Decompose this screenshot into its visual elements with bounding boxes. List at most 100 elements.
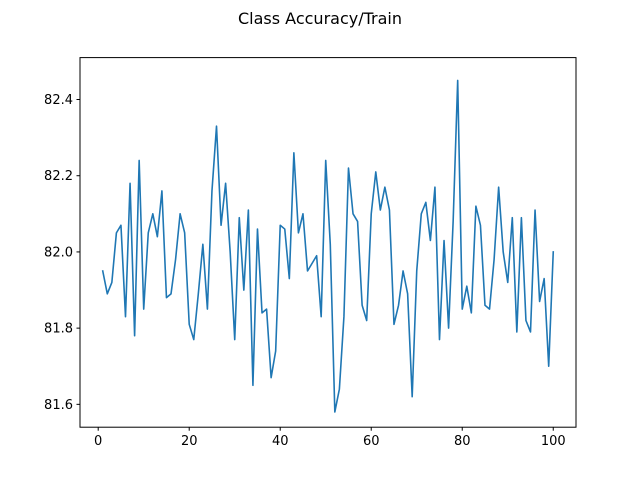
data-point (134, 335, 136, 337)
data-point (420, 213, 422, 215)
data-point (320, 316, 322, 318)
data-point (129, 183, 131, 185)
data-point (339, 388, 341, 390)
data-point (521, 217, 523, 219)
data-point (138, 160, 140, 162)
data-point (534, 209, 536, 211)
data-point (366, 320, 368, 322)
data-point (229, 251, 231, 253)
data-point (389, 209, 391, 211)
data-point (493, 259, 495, 261)
data-point (284, 228, 286, 230)
data-point (220, 224, 222, 226)
x-axis: 0 20 40 60 80 100 (94, 427, 566, 449)
data-point (384, 186, 386, 188)
data-point (116, 232, 118, 234)
data-point (361, 304, 363, 306)
data-point (143, 308, 145, 310)
data-point (293, 152, 295, 154)
data-point (261, 312, 263, 314)
data-point (193, 339, 195, 341)
series-line (101, 79, 555, 413)
data-point (316, 255, 318, 257)
data-point (184, 232, 186, 234)
data-point (102, 270, 104, 272)
data-point (270, 377, 272, 379)
data-point (411, 396, 413, 398)
data-point (393, 324, 395, 326)
data-point (302, 213, 304, 215)
x-tick-label: 20 (181, 434, 198, 449)
data-point (161, 190, 163, 192)
x-tick-label: 40 (272, 434, 289, 449)
data-point (398, 304, 400, 306)
x-tick-label: 100 (541, 434, 566, 449)
data-point (234, 339, 236, 341)
data-point (107, 293, 109, 295)
data-point (452, 221, 454, 223)
y-tick-label: 81.8 (44, 322, 73, 337)
chart-title: Class Accuracy/Train (238, 9, 402, 28)
data-point (298, 232, 300, 234)
data-point (179, 213, 181, 215)
data-point (147, 232, 149, 234)
data-point (511, 217, 513, 219)
axes-frame (79, 57, 577, 428)
data-point (311, 263, 313, 265)
data-point (475, 205, 477, 207)
plot-area: 0 20 40 60 80 100 81.6 81.8 82.0 82.2 82.4 (44, 57, 577, 449)
data-point (266, 308, 268, 310)
data-point (370, 213, 372, 215)
y-tick-label: 81.6 (44, 398, 73, 413)
data-point (111, 282, 113, 284)
data-point (516, 331, 518, 333)
data-point (480, 224, 482, 226)
data-point (502, 251, 504, 253)
data-point (530, 331, 532, 333)
data-point (352, 213, 354, 215)
data-point (307, 270, 309, 272)
data-point (402, 270, 404, 272)
data-point (334, 411, 336, 413)
data-point (166, 297, 168, 299)
data-point (416, 270, 418, 272)
data-point (466, 285, 468, 287)
data-point (471, 312, 473, 314)
data-point (329, 244, 331, 246)
data-point (543, 278, 545, 280)
data-point (257, 228, 259, 230)
data-point (120, 224, 122, 226)
data-point (552, 251, 554, 253)
data-point (430, 240, 432, 242)
data-point (211, 190, 213, 192)
data-point (248, 209, 250, 211)
x-tick-label: 0 (94, 434, 102, 449)
y-tick-label: 82.0 (44, 245, 73, 260)
data-point (216, 125, 218, 127)
data-point (434, 186, 436, 188)
data-point (238, 217, 240, 219)
x-tick-label: 80 (454, 434, 471, 449)
data-point (207, 308, 209, 310)
data-point (188, 324, 190, 326)
y-axis: 81.6 81.8 82.0 82.2 82.4 (44, 93, 80, 413)
data-point (357, 221, 359, 223)
data-point (343, 316, 345, 318)
data-point (152, 213, 154, 215)
data-point (457, 80, 459, 82)
data-point (275, 350, 277, 352)
data-point (125, 316, 127, 318)
y-tick-label: 82.4 (44, 93, 73, 108)
data-point (289, 278, 291, 280)
data-point (489, 308, 491, 310)
x-tick-label: 60 (363, 434, 380, 449)
data-point (507, 282, 509, 284)
data-point (443, 240, 445, 242)
data-point (380, 209, 382, 211)
data-point (439, 339, 441, 341)
data-point (484, 304, 486, 306)
data-point (498, 186, 500, 188)
data-point (243, 289, 245, 291)
data-point (375, 171, 377, 173)
